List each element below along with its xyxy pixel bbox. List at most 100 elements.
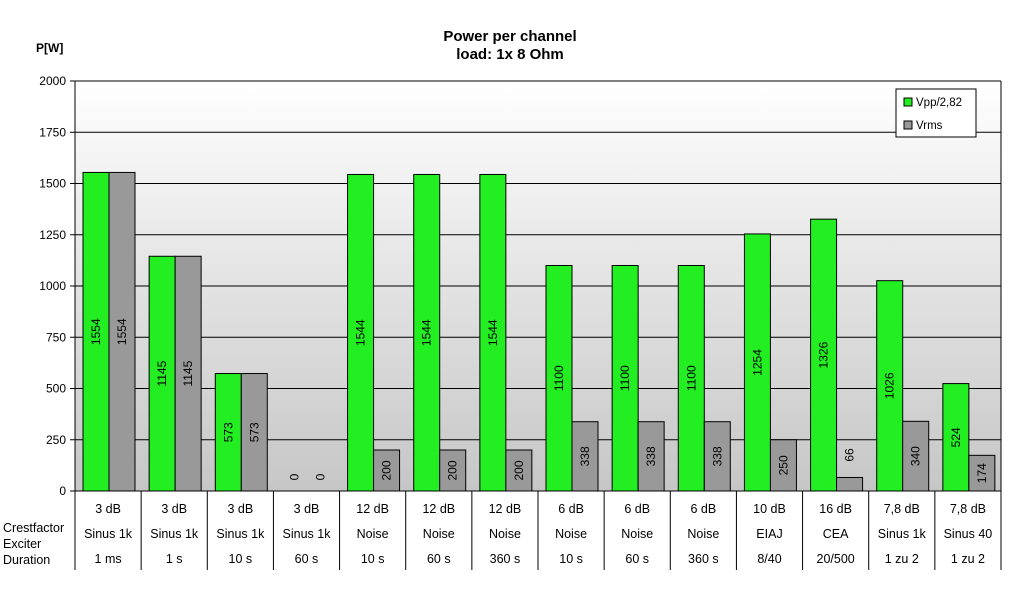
table-cell: 7,8 dB bbox=[884, 502, 920, 516]
bar-vpp bbox=[810, 218, 838, 492]
table-row-label: Exciter bbox=[3, 537, 41, 551]
table-cell: 1 zu 2 bbox=[885, 552, 919, 566]
bar-value-label: 1145 bbox=[155, 360, 169, 386]
y-axis-label: P[W] bbox=[36, 41, 63, 55]
table-cell: 20/500 bbox=[817, 552, 855, 566]
bar-value-label: 1100 bbox=[618, 365, 632, 391]
table-cell: 60 s bbox=[427, 552, 451, 566]
bar-value-label: 1254 bbox=[750, 349, 764, 376]
table-cell: Noise bbox=[687, 527, 719, 541]
y-tick-label: 1250 bbox=[39, 228, 66, 242]
table-cell: Noise bbox=[357, 527, 389, 541]
bar-vpp bbox=[82, 171, 110, 492]
bar-vpp bbox=[413, 173, 441, 492]
y-tick-label: 500 bbox=[46, 382, 66, 396]
table-cell: 60 s bbox=[625, 552, 649, 566]
table-cell: 3 dB bbox=[227, 502, 253, 516]
table-cell: CEA bbox=[823, 527, 849, 541]
table-cell: Sinus 1k bbox=[216, 527, 265, 541]
bar-value-label: 338 bbox=[578, 446, 592, 466]
chart-title-line-1: Power per channel bbox=[443, 28, 576, 45]
table-cell: Sinus 1k bbox=[878, 527, 927, 541]
bar-value-label: 1145 bbox=[181, 360, 195, 386]
y-tick-label: 250 bbox=[46, 433, 66, 447]
bar-vrms bbox=[174, 255, 202, 492]
table-cell: 10 dB bbox=[753, 502, 786, 516]
legend-label: Vrms bbox=[916, 120, 943, 132]
bar-vrms bbox=[571, 421, 599, 492]
bar-vpp bbox=[148, 255, 176, 492]
table-cell: 1 s bbox=[166, 552, 183, 566]
table-cell: 12 dB bbox=[422, 502, 455, 516]
bar-value-label: 338 bbox=[644, 446, 658, 466]
bar-value-label: 0 bbox=[313, 473, 327, 480]
bar-value-label: 174 bbox=[975, 463, 989, 483]
table-cell: Sinus 1k bbox=[84, 527, 133, 541]
table-cell: Sinus 40 bbox=[944, 527, 993, 541]
bar-value-label: 338 bbox=[710, 446, 724, 466]
bar-vpp bbox=[545, 265, 573, 492]
y-tick-label: 1500 bbox=[39, 177, 66, 191]
bar-vrms bbox=[836, 476, 864, 492]
table-cell: 6 dB bbox=[624, 502, 650, 516]
bar-value-label: 1554 bbox=[115, 318, 129, 345]
table-cell: 3 dB bbox=[161, 502, 187, 516]
bar-value-label: 573 bbox=[221, 422, 235, 442]
bar-vrms bbox=[968, 454, 996, 492]
table-cell: 3 dB bbox=[294, 502, 320, 516]
table-cell: 6 dB bbox=[558, 502, 584, 516]
table-cell: 7,8 dB bbox=[950, 502, 986, 516]
bar-vpp bbox=[743, 233, 771, 492]
bar-vrms bbox=[240, 373, 268, 492]
bar-vpp bbox=[611, 265, 639, 492]
table-cell: 360 s bbox=[688, 552, 719, 566]
table-cell: 16 dB bbox=[819, 502, 852, 516]
legend-label: Vpp/2,82 bbox=[916, 97, 962, 109]
bar-value-label: 1100 bbox=[684, 365, 698, 391]
y-tick-label: 1750 bbox=[39, 125, 66, 139]
bar-value-label: 340 bbox=[909, 446, 923, 466]
bar-value-label: 1544 bbox=[486, 319, 500, 346]
bar-value-label: 200 bbox=[380, 460, 394, 480]
table-cell: 12 dB bbox=[356, 502, 389, 516]
y-tick-label: 750 bbox=[46, 330, 66, 344]
table-cell: Noise bbox=[621, 527, 653, 541]
bar-value-label: 1544 bbox=[354, 319, 368, 346]
table-cell: 10 s bbox=[559, 552, 583, 566]
bar-value-label: 66 bbox=[843, 448, 857, 462]
bar-vpp bbox=[942, 383, 970, 492]
bar-vpp bbox=[347, 173, 375, 492]
table-cell: 8/40 bbox=[757, 552, 781, 566]
table-cell: Sinus 1k bbox=[150, 527, 199, 541]
table-cell: Noise bbox=[489, 527, 521, 541]
bar-value-label: 1100 bbox=[552, 365, 566, 391]
bar-vrms bbox=[902, 420, 930, 492]
bar-vpp bbox=[214, 373, 242, 492]
bar-value-label: 1326 bbox=[817, 341, 831, 368]
table-cell: 360 s bbox=[490, 552, 521, 566]
table-cell: 3 dB bbox=[95, 502, 121, 516]
table-cell: Noise bbox=[423, 527, 455, 541]
table-cell: Noise bbox=[555, 527, 587, 541]
bar-value-label: 200 bbox=[512, 460, 526, 480]
bar-vrms bbox=[108, 171, 136, 492]
y-tick-label: 2000 bbox=[39, 74, 66, 88]
bar-vpp bbox=[677, 265, 705, 492]
bar-value-label: 1554 bbox=[89, 318, 103, 345]
bar-value-label: 1544 bbox=[420, 319, 434, 346]
table-cell: 10 s bbox=[361, 552, 385, 566]
table-cell: 12 dB bbox=[489, 502, 522, 516]
table-cell: 60 s bbox=[295, 552, 319, 566]
bar-vpp bbox=[876, 280, 904, 492]
bar-value-label: 573 bbox=[247, 422, 261, 442]
table-cell: 1 ms bbox=[95, 552, 122, 566]
table-cell: 6 dB bbox=[690, 502, 716, 516]
y-tick-label: 1000 bbox=[39, 279, 66, 293]
table-cell: Sinus 1k bbox=[283, 527, 332, 541]
bar-value-label: 0 bbox=[287, 473, 301, 480]
bar-value-label: 1026 bbox=[883, 372, 897, 399]
chart-title-line-2: load: 1x 8 Ohm bbox=[456, 46, 564, 63]
table-cell: EIAJ bbox=[756, 527, 782, 541]
bar-value-label: 524 bbox=[949, 427, 963, 447]
